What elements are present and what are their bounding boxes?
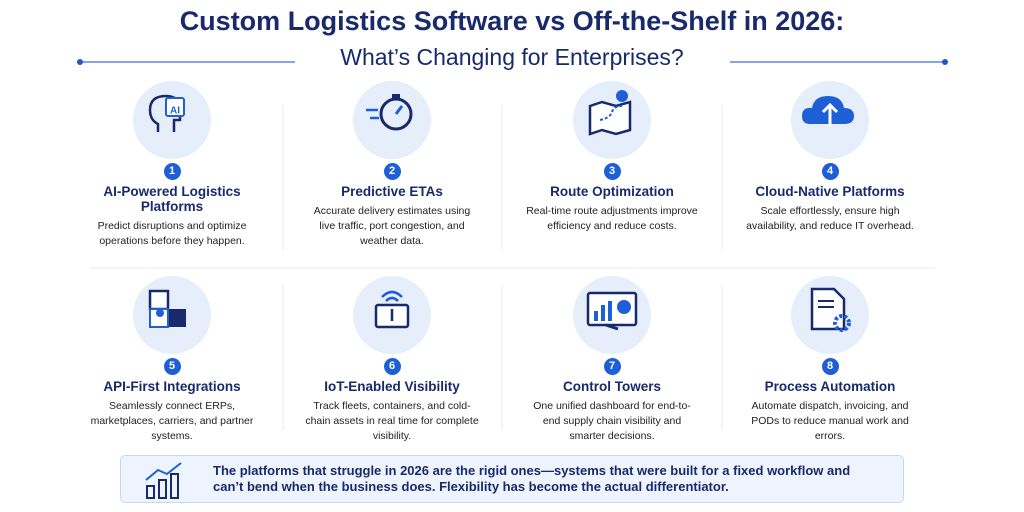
subtitle: What’s Changing for Enterprises? — [340, 44, 684, 70]
feature-title: Cloud-Native Platforms — [755, 184, 905, 199]
feature-card: 7 Control Towers One unified dashboard for… — [512, 275, 712, 444]
feature-title: Predictive ETAs — [341, 184, 443, 199]
feature-card: 4 Cloud-Native Platforms Scale effortlessl… — [730, 80, 930, 234]
feature-card: AI 1 AI-Powered Logistics Platforms Predict… — [72, 80, 272, 249]
number-badge: 1 — [163, 163, 181, 180]
number-badge: 4 — [821, 163, 839, 180]
feature-icon — [133, 276, 211, 354]
feature-title: IoT-Enabled Visibility — [324, 379, 460, 394]
icon-label: AI — [170, 106, 180, 117]
feature-card: 2 Predictive ETAs Accurate delivery estima… — [292, 80, 492, 249]
feature-icon — [791, 81, 869, 159]
feature-card: 3 Route Optimization Real-time route adjus… — [512, 80, 712, 234]
feature-title: Process Automation — [764, 379, 896, 394]
growth-icon — [145, 462, 182, 499]
feature-card: 6 IoT-Enabled Visibility Track fleets, con… — [292, 275, 492, 444]
feature-title: API-First Integrations — [103, 379, 241, 394]
feature-description: Track fleets, containers, and cold-chain… — [305, 400, 479, 442]
footer-text: The platforms that struggle in 2026 are … — [213, 463, 851, 494]
number-badge: 5 — [163, 358, 181, 375]
number-badge: 6 — [383, 358, 401, 375]
title: Custom Logistics Software vs Off-the-She… — [179, 6, 845, 36]
feature-description: One unified dashboard for end-to-end sup… — [533, 400, 691, 442]
feature-description: Seamlessly connect ERPs, marketplaces, c… — [90, 400, 254, 442]
feature-description: Scale effortlessly, ensure high availabi… — [746, 205, 914, 232]
feature-card: 8 Process Automation Automate dispatch, in… — [730, 275, 930, 444]
number-badge: 7 — [603, 358, 621, 375]
number-badge: 2 — [383, 163, 401, 180]
feature-description: Automate dispatch, invoicing, and PODs t… — [751, 400, 909, 442]
feature-description: Real-time route adjustments improve effi… — [526, 205, 698, 232]
feature-icon — [353, 81, 431, 159]
feature-card: 5 API-First Integrations Seamlessly connec… — [72, 275, 272, 444]
feature-icon — [791, 276, 869, 354]
feature-icon: AI — [133, 81, 211, 159]
feature-title: AI-Powered Logistics Platforms — [103, 184, 241, 214]
feature-title: Control Towers — [562, 379, 661, 394]
feature-description: Accurate delivery estimates using live t… — [313, 205, 471, 247]
feature-icon — [573, 276, 651, 354]
feature-icon — [573, 81, 651, 159]
feature-title: Route Optimization — [550, 184, 674, 199]
number-badge: 8 — [821, 358, 839, 375]
footer-box: The platforms that struggle in 2026 are … — [120, 455, 904, 503]
feature-icon — [353, 276, 431, 354]
feature-description: Predict disruptions and optimize operati… — [97, 220, 247, 247]
number-badge: 3 — [603, 163, 621, 180]
